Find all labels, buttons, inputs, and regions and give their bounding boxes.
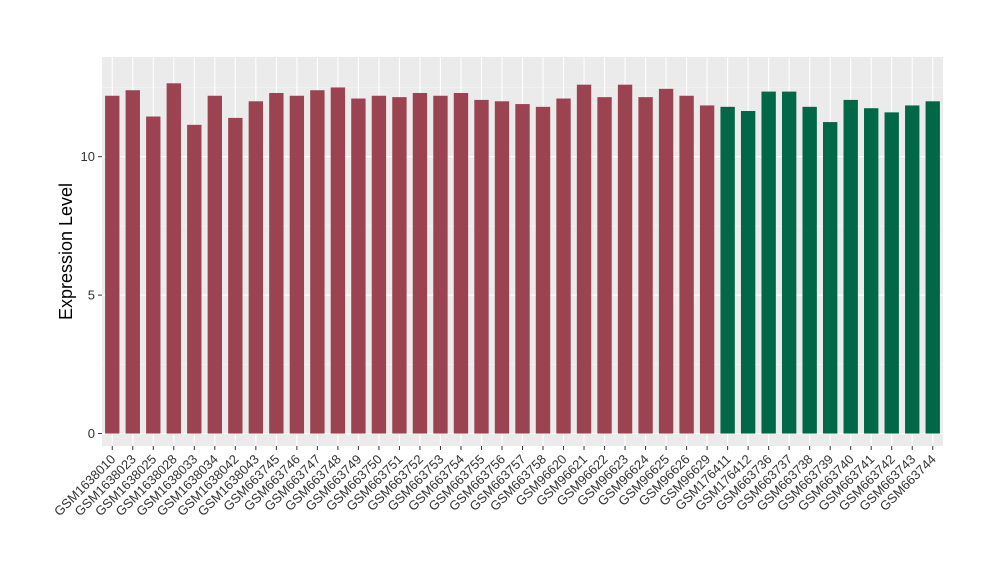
bars: [105, 83, 940, 434]
bar-GSM663754: [453, 92, 469, 434]
bar-GSM1638033: [187, 124, 202, 434]
bar-GSM663752: [412, 92, 428, 434]
bar-GSM663746: [289, 95, 305, 434]
bar-GSM663751: [392, 97, 407, 434]
bar-GSM663757: [515, 104, 530, 434]
y-tick-label: 10: [81, 149, 95, 164]
bar-GSM663745: [269, 92, 284, 434]
y-axis-title: Expression Level: [56, 183, 76, 320]
bar-GSM96624: [638, 97, 653, 434]
bar-GSM1638043: [248, 101, 264, 434]
bar-GSM1638028: [166, 83, 181, 434]
bar-GSM1638010: [105, 95, 120, 434]
bar-GSM96622: [597, 97, 612, 434]
bar-GSM663749: [351, 98, 366, 434]
bar-GSM1638042: [228, 117, 243, 434]
bar-GSM663753: [433, 95, 448, 434]
bar-GSM96626: [679, 95, 694, 434]
bar-GSM663741: [864, 108, 879, 434]
bar-GSM96625: [658, 88, 674, 434]
y-tick-label: 5: [88, 288, 95, 303]
bar-GSM663742: [884, 112, 899, 434]
bar-GSM1638034: [207, 95, 222, 434]
bar-GSM663739: [823, 122, 838, 434]
bar-GSM96621: [576, 84, 592, 434]
bar-GSM663748: [330, 87, 346, 434]
bar-GSM663747: [310, 90, 325, 434]
bar-GSM176412: [740, 110, 756, 434]
bar-GSM663736: [761, 91, 776, 434]
bar-GSM663744: [925, 101, 940, 434]
bar-GSM663750: [371, 95, 387, 434]
bar-GSM96629: [699, 105, 715, 434]
bar-GSM176411: [720, 106, 735, 434]
bar-GSM663740: [843, 99, 858, 434]
y-axis: 0 5 10: [81, 149, 102, 441]
bar-GSM663743: [905, 105, 920, 434]
bar-GSM1638023: [125, 90, 140, 434]
bar-GSM663758: [535, 106, 551, 434]
bar-GSM96620: [556, 98, 571, 434]
bar-GSM663738: [802, 106, 817, 434]
x-axis: GSM1638010GSM1638023GSM1638025GSM1638028…: [51, 446, 939, 519]
bar-GSM663755: [474, 99, 489, 434]
bar-GSM663756: [494, 101, 510, 434]
y-tick-label: 0: [88, 426, 95, 441]
bar-GSM1638025: [146, 116, 161, 434]
bar-GSM663737: [781, 91, 797, 434]
bar-GSM96623: [617, 84, 633, 434]
